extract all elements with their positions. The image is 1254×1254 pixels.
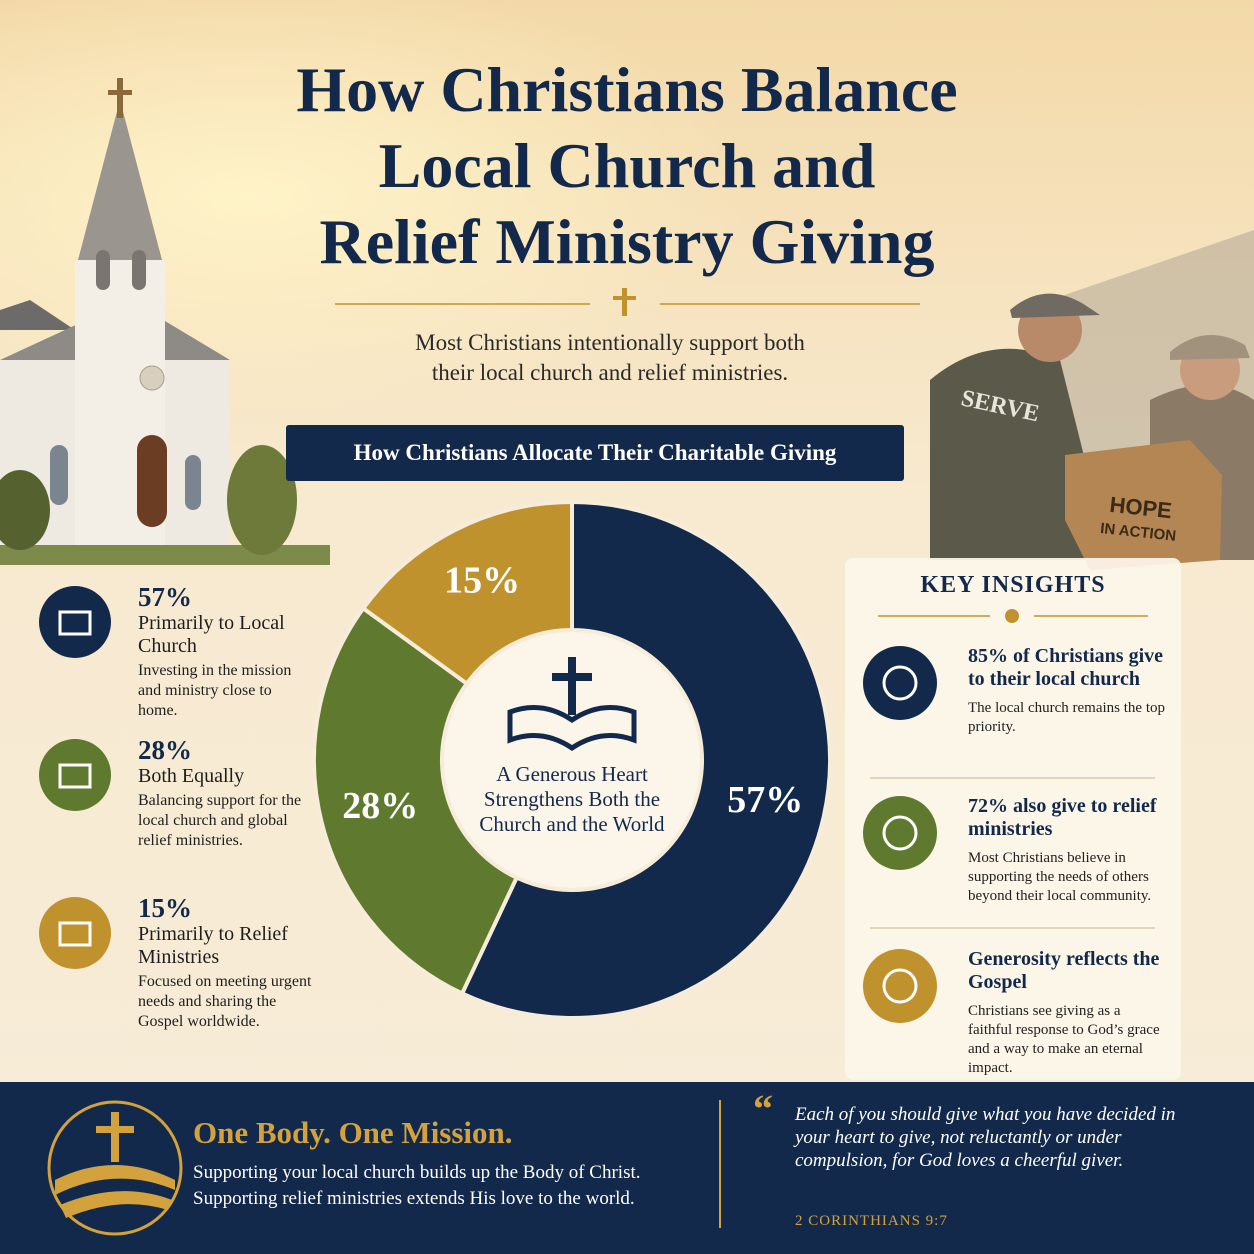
insights-title: KEY INSIGHTS (920, 572, 1106, 598)
footer (0, 1082, 1254, 1254)
legend-label: Primarily to Relief Ministries (138, 923, 288, 968)
legend-description: Balancing support for the local church a… (138, 792, 302, 849)
legend-label: Both Equally (138, 765, 245, 787)
legend-value: 57% (138, 582, 192, 612)
donut-segment (459, 499, 832, 1020)
insight-text: The local church remains the top priorit… (968, 700, 1166, 735)
relief-scene: SERVE HOPEIN ACTION (930, 230, 1254, 570)
legend-icon (39, 739, 111, 811)
donut-segment (312, 605, 520, 997)
insight-text: Christians see giving as a faithful resp… (968, 1003, 1160, 1076)
insight: Generosity reflects the Gospel Christians… (968, 948, 1168, 1078)
insight-icon (863, 949, 937, 1023)
heart (1005, 609, 1019, 623)
legend-value: 15% (138, 893, 192, 923)
chart-title: How Christians Allocate Their Charitable… (286, 425, 904, 481)
title-divider (335, 288, 920, 316)
insight: 72% also give to relief ministries Most C… (968, 795, 1168, 906)
legend-label: Primarily to Local Church (138, 612, 285, 657)
insight-icon-glyph (882, 815, 918, 851)
donut-segment (360, 499, 574, 687)
svg-text:“: “ (753, 1086, 773, 1131)
data-label: 28% (342, 785, 418, 827)
title: How Christians Balance Local Church and … (296, 54, 958, 277)
footer-heading: One Body. One Mission. (193, 1115, 513, 1150)
insight-headline: 72% also give to relief ministries (968, 795, 1157, 840)
legend-item: 28% Both Equally Balancing support for the… (138, 735, 313, 851)
data-label: 15% (444, 559, 520, 601)
insight: 85% of Christians give to their local ch… (968, 645, 1168, 737)
insight-text: Most Christians believe in supporting th… (968, 850, 1152, 904)
legend-item: 57% Primarily to Local Church Investing in… (138, 582, 313, 721)
footer-text: Supporting your local church builds up t… (193, 1162, 641, 1209)
legend-icon (39, 586, 111, 658)
legend-icon (39, 897, 111, 969)
legend-item: 15% Primarily to Relief Ministries Focused… (138, 893, 313, 1032)
legend-icon-glyph (58, 921, 92, 947)
quote: Each of you should give what you have de… (795, 1104, 1176, 1171)
church (0, 78, 330, 565)
icon (552, 673, 592, 681)
data-label: 57% (727, 779, 803, 821)
legend-icon-glyph (58, 763, 92, 789)
insight-headline: 85% of Christians give to their local ch… (968, 645, 1163, 690)
insight-icon-glyph (882, 665, 918, 701)
icon (568, 657, 576, 715)
legend-description: Investing in the mission and ministry cl… (138, 662, 292, 719)
insight-headline: Generosity reflects the Gospel (968, 948, 1160, 993)
insight-icon (863, 796, 937, 870)
insight-icon-glyph (882, 968, 918, 1004)
donut-hole (444, 632, 700, 888)
legend-value: 28% (138, 735, 192, 765)
subtitle: Most Christians intentionally support bo… (415, 330, 805, 385)
center-text: A Generous Heart Strengthens Both the Ch… (479, 762, 665, 836)
icon (507, 705, 637, 752)
legend-description: Focused on meeting urgent needs and shar… (138, 973, 312, 1030)
legend-icon-glyph (58, 610, 92, 636)
quote-reference: 2 CORINTHIANS 9:7 (795, 1213, 948, 1229)
insight-icon (863, 646, 937, 720)
